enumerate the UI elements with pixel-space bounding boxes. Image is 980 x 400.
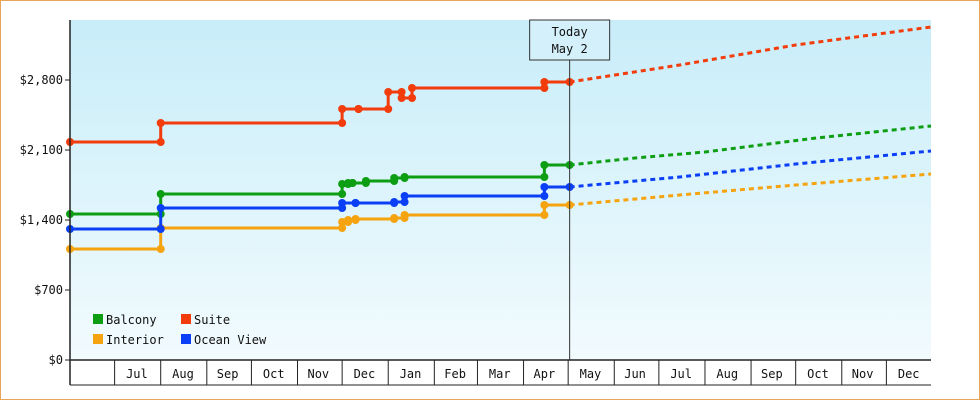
month-label: Apr bbox=[534, 367, 556, 381]
today-label-line1: Today bbox=[552, 25, 588, 39]
legend-swatch bbox=[181, 334, 191, 344]
data-point bbox=[156, 204, 165, 212]
data-point bbox=[408, 94, 417, 102]
month-label: Sep bbox=[761, 367, 783, 381]
data-point bbox=[156, 225, 165, 233]
today-label-box bbox=[529, 19, 611, 61]
data-point bbox=[156, 190, 165, 198]
data-point bbox=[384, 105, 393, 113]
legend-label: Suite bbox=[194, 313, 230, 327]
data-point bbox=[351, 199, 360, 207]
data-point bbox=[384, 88, 393, 96]
month-label: Sep bbox=[217, 367, 239, 381]
data-point bbox=[338, 119, 347, 127]
month-label: Mar bbox=[489, 367, 511, 381]
today-marker: Today May 2 bbox=[529, 19, 611, 360]
legend-label: Balcony bbox=[106, 313, 157, 327]
series-line-forecast bbox=[569, 172, 932, 207]
month-label: Jun bbox=[624, 367, 646, 381]
data-point bbox=[400, 211, 409, 219]
data-point bbox=[338, 180, 347, 188]
data-point bbox=[351, 215, 360, 223]
data-point bbox=[540, 201, 549, 209]
today-label-line2: May 2 bbox=[552, 42, 588, 56]
data-point bbox=[156, 245, 165, 253]
y-tick-label: $2,800 bbox=[20, 73, 63, 87]
data-point bbox=[354, 105, 363, 113]
data-point bbox=[156, 119, 165, 127]
series-line-forecast bbox=[569, 149, 932, 189]
y-tick-label: $2,100 bbox=[20, 143, 63, 157]
data-point bbox=[400, 198, 409, 206]
legend-label: Interior bbox=[106, 333, 164, 347]
legend-swatch bbox=[181, 314, 191, 324]
month-label: May bbox=[580, 367, 602, 381]
data-point bbox=[400, 192, 409, 200]
data-point bbox=[540, 183, 549, 191]
legend-swatch bbox=[93, 334, 103, 344]
month-label: Feb bbox=[444, 367, 466, 381]
data-point bbox=[338, 190, 347, 198]
month-label: Oct bbox=[263, 367, 285, 381]
month-label: Nov bbox=[852, 367, 874, 381]
data-point bbox=[540, 173, 549, 181]
data-point bbox=[397, 94, 406, 102]
data-point bbox=[390, 198, 399, 206]
data-point bbox=[338, 224, 347, 232]
data-point bbox=[390, 214, 399, 222]
month-label: Jul bbox=[670, 367, 692, 381]
series-line-forecast bbox=[569, 25, 932, 84]
data-point bbox=[390, 174, 399, 182]
y-tick-label: $700 bbox=[34, 283, 63, 297]
data-point bbox=[348, 179, 357, 187]
data-point bbox=[338, 105, 347, 113]
legend: Balcony Suite Interior Ocean View bbox=[93, 313, 267, 347]
series-line-forecast bbox=[569, 124, 932, 167]
month-label: Jan bbox=[400, 367, 422, 381]
plot-background bbox=[70, 20, 931, 360]
legend-label: Ocean View bbox=[194, 333, 267, 347]
data-point bbox=[540, 78, 549, 86]
data-point bbox=[156, 138, 165, 146]
month-label: Nov bbox=[307, 367, 329, 381]
data-point bbox=[540, 211, 549, 219]
month-label: Dec bbox=[354, 367, 376, 381]
month-label: Aug bbox=[716, 367, 738, 381]
month-label: Dec bbox=[898, 367, 920, 381]
legend-swatch bbox=[93, 314, 103, 324]
data-point bbox=[397, 88, 406, 96]
data-point bbox=[344, 216, 353, 224]
month-label: Jul bbox=[126, 367, 148, 381]
series-layer bbox=[66, 25, 932, 253]
data-point bbox=[540, 192, 549, 200]
y-tick-label: $1,400 bbox=[20, 213, 63, 227]
data-point bbox=[408, 84, 417, 92]
month-label: Aug bbox=[172, 367, 194, 381]
data-point bbox=[540, 161, 549, 169]
data-point bbox=[361, 177, 370, 185]
data-point bbox=[338, 199, 347, 207]
data-point bbox=[540, 84, 549, 92]
data-point bbox=[400, 173, 409, 181]
month-label: Oct bbox=[807, 367, 829, 381]
y-tick-label: $0 bbox=[49, 353, 63, 367]
axes-layer: $0 $700 $1,400 $2,100 $2,800 Jul Aug Sep Oct Nov D… bbox=[20, 20, 931, 386]
